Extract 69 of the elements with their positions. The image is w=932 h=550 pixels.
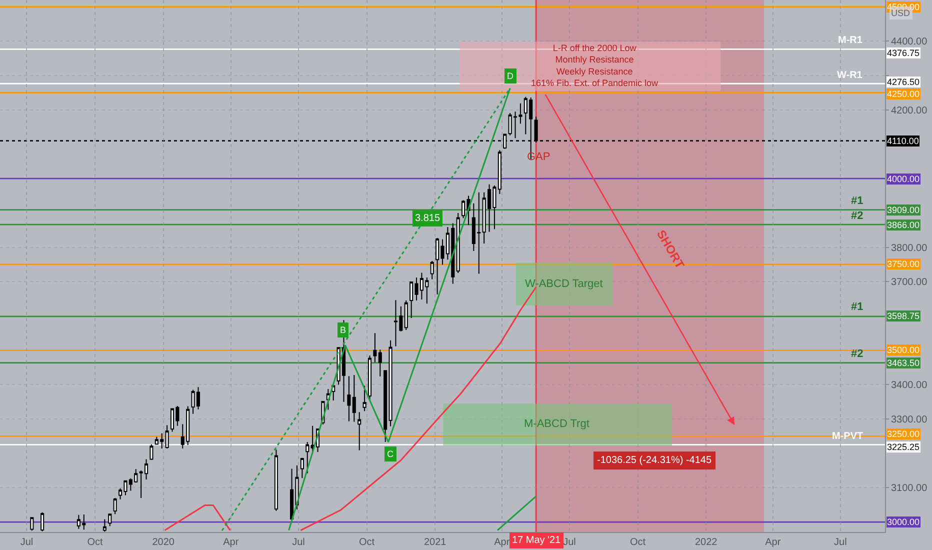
x-tick-label: Jul [563, 537, 576, 548]
x-tick-label: 2022 [694, 537, 718, 548]
x-tick-label: Oct [87, 537, 104, 548]
y-tick-label: 4200.00 [891, 105, 928, 116]
annotation: W-ABCD Target [525, 278, 603, 290]
ref-line-label: 3250.00 [887, 429, 920, 439]
candlestick [384, 370, 388, 443]
x-tick-label: Oct [630, 537, 646, 548]
ref-line-label: 3750.00 [887, 259, 920, 269]
ref-line-label: 4000.00 [887, 174, 920, 184]
x-tick-label: Jul [834, 537, 847, 548]
candlestick [352, 374, 356, 422]
x-tick-label: Apr [765, 537, 782, 548]
x-tick-label: Apr [223, 537, 240, 548]
y-tick-label: 3400.00 [891, 380, 928, 392]
x-tick-label: 2020 [152, 537, 175, 548]
y-tick-label: 4400.00 [891, 36, 928, 48]
y-tick-label: 3300.00 [891, 414, 928, 426]
annotation: -1036.25 (-24.31%) -4145 [597, 455, 712, 466]
candlestick [388, 340, 392, 427]
y-tick-label: 3700.00 [891, 277, 928, 288]
ref-line-label: 3225.25 [887, 442, 920, 452]
annotation: #1 [851, 195, 864, 207]
ref-line-label: 3000.00 [887, 517, 920, 527]
annotation: M-R1 [838, 35, 863, 46]
candlestick [498, 150, 502, 195]
candlestick [404, 300, 408, 331]
x-tick-label: Jul [292, 537, 305, 548]
annotation: B [340, 325, 346, 335]
ref-line-label: 3598.75 [887, 311, 920, 321]
annotation: L-R off the 2000 Low Monthly Resistance Weekly Resistance 161% Fib. Ext. of Pandemic low [531, 43, 659, 88]
annotation: W-R1 [837, 70, 863, 81]
candlestick [113, 498, 117, 515]
candlestick [373, 332, 377, 363]
ref-line-label: 4376.75 [887, 48, 920, 58]
candlestick [347, 376, 351, 422]
y-tick-label: 3100.00 [891, 483, 928, 494]
annotation: M-ABCD Trgt [524, 418, 590, 430]
candlestick [456, 212, 460, 274]
ref-line-label: 4276.50 [887, 77, 920, 87]
ref-line-label: 3500.00 [887, 345, 920, 355]
bar [516, 262, 613, 306]
ref-line-label: 17 May '21 [512, 535, 562, 546]
bar [443, 404, 672, 446]
annotation: #2 [851, 348, 864, 360]
x-tick-label: Jul [20, 537, 34, 548]
candlestick [274, 449, 278, 512]
x-tick-label: 2021 [424, 537, 447, 548]
y-tick-label: 3800.00 [891, 242, 928, 254]
ref-line-label: 3866.00 [887, 220, 920, 230]
ref-line-label: 4110.00 [887, 136, 919, 146]
annotation: C [387, 449, 394, 459]
candlestick [300, 457, 304, 479]
annotation: D [507, 71, 514, 81]
candlestick [368, 354, 372, 401]
ref-line-label: 4250.00 [887, 89, 920, 99]
candlestick [102, 518, 106, 531]
candlestick [108, 512, 112, 527]
candlestick [362, 385, 366, 412]
candlestick [378, 349, 382, 377]
bar [460, 42, 721, 91]
annotation: #1 [851, 301, 864, 313]
annotation: #2 [851, 210, 864, 222]
candlestick [430, 260, 434, 280]
annotation: 3.815 [415, 213, 440, 224]
ref-line-label: 3909.00 [887, 205, 920, 215]
x-tick-label: Oct [358, 537, 375, 548]
ref-line-label: 3463.50 [887, 358, 920, 368]
x-tick-label: Apr [494, 537, 510, 548]
